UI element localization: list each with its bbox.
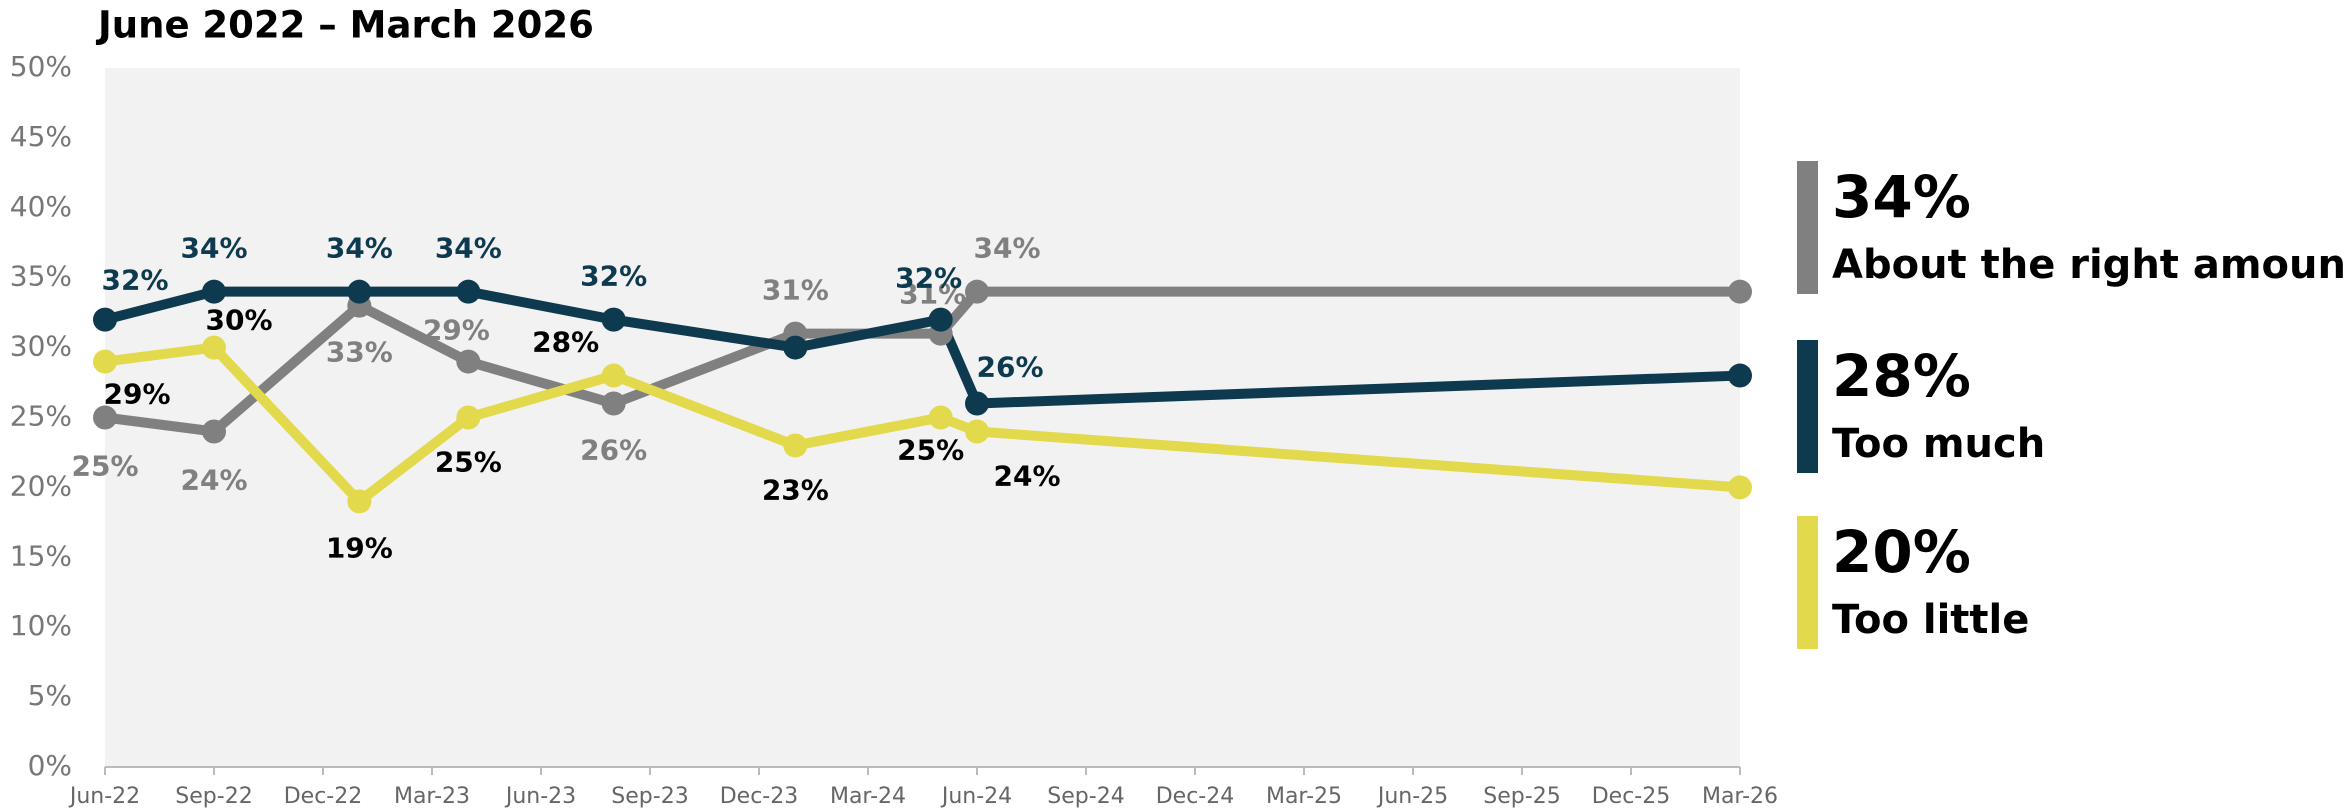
x-tick-label: Sep-25 — [1483, 784, 1560, 808]
data-label: 33% — [326, 336, 393, 369]
data-point — [928, 405, 953, 430]
data-label: 29% — [103, 378, 170, 411]
x-tick-label: Jun-24 — [940, 784, 1012, 808]
data-label: 34% — [180, 232, 247, 265]
x-tick-label: Mar-24 — [830, 784, 906, 808]
data-point — [202, 419, 226, 444]
legend-label: Too little — [1832, 597, 2029, 643]
legend-value: 20% — [1832, 518, 1971, 586]
y-tick-label: 5% — [28, 679, 72, 712]
y-tick-label: 10% — [10, 609, 72, 642]
data-point — [965, 419, 989, 444]
data-label: 25% — [71, 450, 138, 483]
y-tick-label: 45% — [10, 120, 72, 153]
data-label: 25% — [897, 434, 964, 467]
data-point — [601, 307, 626, 332]
data-label: 28% — [532, 326, 599, 359]
data-point — [965, 279, 989, 304]
y-tick-label: 50% — [10, 50, 72, 83]
data-label: 30% — [205, 304, 272, 337]
data-label: 24% — [180, 463, 247, 496]
data-label: 26% — [976, 351, 1043, 384]
data-point — [347, 489, 372, 514]
data-label: 26% — [580, 434, 647, 467]
data-label: 32% — [580, 260, 647, 293]
data-point — [93, 349, 117, 374]
data-point — [783, 433, 808, 458]
data-point — [93, 405, 117, 430]
x-tick-label: Jun-23 — [504, 784, 576, 808]
x-tick-label: Sep-22 — [175, 784, 252, 808]
y-tick-label: 30% — [10, 330, 72, 363]
x-tick-label: Sep-23 — [611, 784, 688, 808]
x-tick-label: Jun-25 — [1376, 784, 1448, 808]
x-tick-label: Mar-26 — [1702, 784, 1778, 808]
data-point — [601, 391, 626, 416]
data-point — [347, 279, 372, 304]
x-tick-label: Dec-24 — [1156, 784, 1235, 808]
y-tick-label: 25% — [10, 400, 72, 433]
data-label: 34% — [973, 232, 1040, 265]
data-point — [783, 335, 808, 360]
legend-swatch — [1797, 161, 1818, 294]
data-point — [202, 335, 226, 360]
data-label: 24% — [993, 459, 1060, 492]
data-label: 32% — [101, 264, 168, 297]
data-label: 19% — [326, 531, 393, 564]
chart-title: June 2022 – March 2026 — [95, 4, 594, 47]
data-label: 31% — [762, 274, 829, 307]
x-tick-label: Dec-23 — [720, 784, 799, 808]
legend-label: About the right amount — [1832, 242, 2346, 288]
legend-swatch — [1797, 516, 1818, 649]
data-label: 34% — [435, 232, 502, 265]
data-point — [1728, 363, 1752, 388]
data-point — [456, 349, 481, 374]
y-tick-label: 15% — [10, 539, 72, 572]
y-tick-label: 40% — [10, 190, 72, 223]
x-tick-label: Dec-22 — [284, 784, 363, 808]
x-tick-label: Jun-22 — [68, 784, 140, 808]
data-point — [1728, 475, 1752, 500]
data-label: 23% — [762, 473, 829, 506]
data-point — [601, 363, 626, 388]
legend-swatch — [1797, 340, 1818, 473]
y-tick-label: 35% — [10, 260, 72, 293]
data-label: 25% — [435, 446, 502, 479]
data-point — [202, 279, 226, 304]
y-tick-label: 0% — [28, 749, 72, 782]
x-tick-label: Dec-25 — [1592, 784, 1671, 808]
data-label: 34% — [326, 232, 393, 265]
data-point — [1728, 279, 1752, 304]
legend-label: Too much — [1832, 421, 2045, 467]
x-tick-label: Mar-25 — [1266, 784, 1342, 808]
data-point — [965, 391, 989, 416]
data-point — [456, 279, 481, 304]
x-tick-label: Mar-23 — [394, 784, 470, 808]
legend-value: 34% — [1832, 163, 1971, 231]
data-label: 31% — [899, 278, 966, 311]
data-point — [456, 405, 481, 430]
legend-value: 28% — [1832, 342, 1971, 410]
data-label: 29% — [423, 314, 490, 347]
data-point — [928, 307, 953, 332]
data-label: 32% — [895, 262, 962, 295]
y-tick-label: 20% — [10, 469, 72, 502]
x-tick-label: Sep-24 — [1047, 784, 1124, 808]
data-point — [93, 307, 117, 332]
